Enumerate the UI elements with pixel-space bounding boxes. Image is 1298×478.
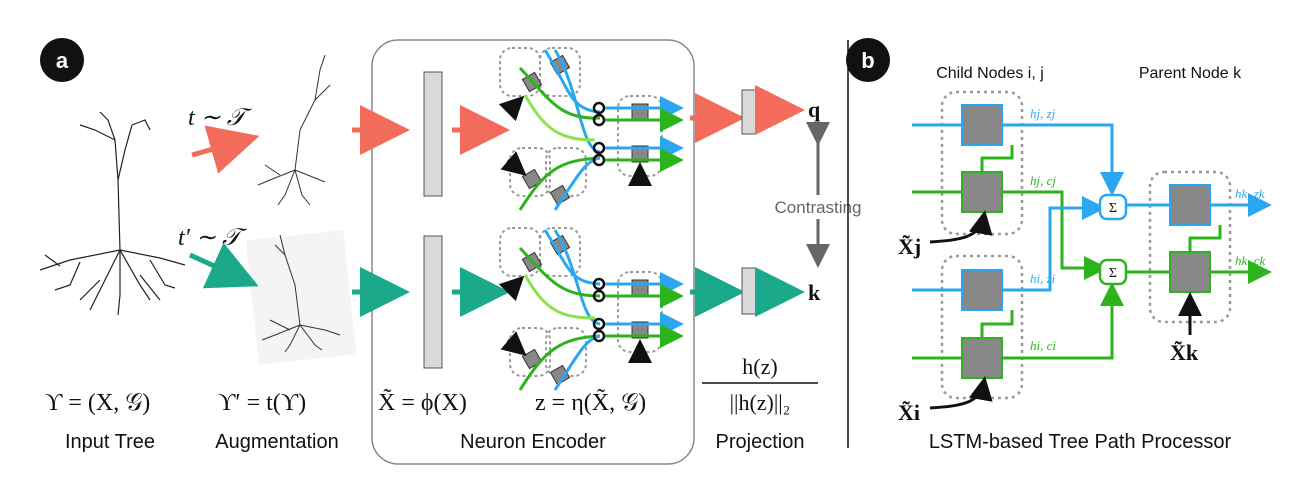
encoder-frame: [371, 39, 695, 465]
parent-node-title: Parent Node k: [1139, 65, 1242, 82]
eq-input: ϒ = (X, 𝒢): [45, 390, 150, 416]
sum-node-top: [1098, 193, 1128, 221]
eq-eta: z = η(X̃, 𝒢): [535, 388, 646, 416]
label-hk-zk: hk, zk: [1235, 186, 1265, 201]
augmented-neuron-top-image: [257, 54, 331, 206]
input-arrow-xi: [929, 376, 993, 410]
t-sample-label: t ∼ 𝒯: [188, 105, 253, 131]
child-j-cell-top: [961, 104, 1003, 146]
panel-b: b Child Nodes i, j Parent Node k: [846, 38, 1272, 453]
proj-bar-bottom: [741, 267, 757, 315]
badge-b-circle: [846, 38, 890, 82]
sum-node-bottom: [1098, 258, 1128, 286]
badge-a-label: a: [56, 48, 69, 73]
parent-dashed-group: [1148, 170, 1232, 324]
parent-cell-bottom: [1169, 251, 1211, 293]
phi-bar-top: [423, 71, 443, 197]
caption-input-tree: Input Tree: [65, 431, 155, 453]
aug-arrow-red: [191, 125, 260, 174]
label-hj-cj: hj, cj: [1030, 173, 1056, 188]
t-prime-sample-label: t′ ∼ 𝒯: [178, 225, 248, 251]
caption-neuron-encoder: Neuron Encoder: [460, 431, 606, 453]
proj-bar-top: [741, 89, 757, 135]
caption-lstm: LSTM-based Tree Path Processor: [929, 431, 1232, 453]
child-i-cell-top: [961, 269, 1003, 311]
child-nodes-title: Child Nodes i, j: [936, 65, 1044, 82]
proj-denominator: ||h(z)||₂: [730, 390, 791, 415]
aug-arrow-teal: [188, 242, 259, 289]
output-q: q: [808, 97, 821, 122]
phi-bar-bottom: [423, 235, 443, 369]
eq-aug: ϒ′ = t(ϒ): [218, 390, 306, 416]
panel-a: a: [39, 38, 878, 465]
lstm-flow-lines: [912, 123, 1272, 360]
sum-node-top-label: Σ: [1109, 201, 1117, 216]
child-i-cell-bottom: [961, 337, 1003, 379]
label-hk-ck: hk, ck: [1235, 253, 1266, 268]
caption-augmentation: Augmentation: [215, 431, 338, 453]
label-hj-zj: hj, zj: [1030, 106, 1056, 121]
input-neuron-image: [39, 111, 186, 316]
badge-a-circle: [40, 38, 84, 82]
eta-tree-top: [498, 47, 684, 211]
input-xk-label: X̃k: [1170, 340, 1199, 365]
input-xj-label: X̃j: [898, 234, 921, 259]
augmented-neuron-bottom-image: [245, 230, 357, 365]
badge-b-label: b: [861, 48, 874, 73]
output-k: k: [808, 280, 821, 305]
contrasting-label-bg: [758, 195, 878, 219]
child-j-cell-bottom: [961, 171, 1003, 213]
input-xi-label: X̃i: [898, 400, 920, 425]
eta-tree-bottom: [498, 227, 684, 391]
input-arrow-xj: [929, 210, 993, 244]
label-hi-zi: hi, zi: [1030, 271, 1056, 286]
parent-cell-top: [1169, 184, 1211, 226]
proj-numerator: h(z): [742, 354, 777, 379]
sum-node-bottom-label: Σ: [1109, 266, 1117, 281]
label-hi-ci: hi, ci: [1030, 338, 1056, 353]
eq-phi: X̃ = ϕ(X): [378, 388, 467, 416]
contrasting-label: Contrasting: [775, 198, 862, 217]
caption-projection: Projection: [716, 431, 805, 453]
